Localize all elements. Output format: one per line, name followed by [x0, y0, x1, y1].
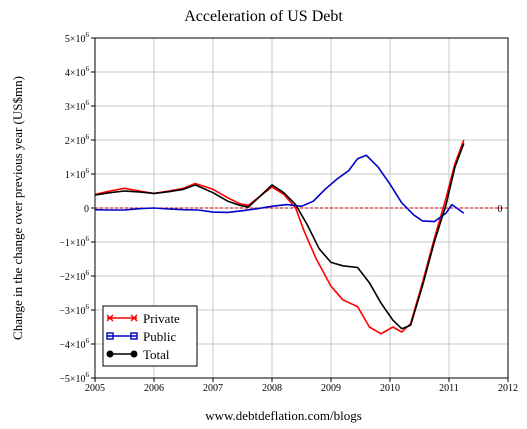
y-tick-label: 2×106: [65, 133, 90, 147]
series-line-total: [95, 143, 465, 330]
y-tick-label: −3×106: [59, 303, 89, 317]
source-url: www.debtdeflation.com/blogs: [205, 408, 362, 423]
series-line-private: [95, 139, 465, 335]
y-tick-label: −4×106: [59, 337, 89, 351]
legend-marker-square: [130, 332, 138, 340]
y-tick-label: 3×106: [65, 99, 90, 113]
legend-label: Total: [143, 347, 170, 362]
x-tick-label: 2007: [203, 383, 223, 394]
chart-title: Acceleration of US Debt: [184, 8, 343, 25]
legend-marker-x: [130, 314, 138, 322]
y-tick-label: 5×106: [65, 31, 90, 45]
x-tick-label: 2011: [439, 383, 459, 394]
x-tick-label: 2006: [144, 383, 164, 394]
x-tick-label: 2009: [321, 383, 341, 394]
legend-marker-dot: [130, 350, 138, 358]
y-tick-label: −2×106: [59, 269, 89, 283]
x-tick-label: 2008: [262, 383, 282, 394]
legend-label: Public: [143, 329, 176, 344]
y-tick-label: −1×106: [59, 235, 89, 249]
y-tick-label: 1×106: [65, 167, 90, 181]
legend-marker-square: [106, 332, 114, 340]
y-tick-label: 4×106: [65, 65, 90, 79]
legend-label: Private: [143, 311, 180, 326]
y-tick-label: 0: [84, 204, 89, 215]
series-line-public: [95, 154, 465, 223]
x-tick-label: 2010: [380, 383, 400, 394]
y-tick-label: −5×106: [59, 371, 89, 385]
legend-marker-dot: [106, 350, 114, 358]
legend-marker-x: [106, 314, 114, 322]
zero-reference-label: 0: [498, 204, 503, 215]
x-tick-label: 2012: [498, 383, 518, 394]
x-tick-label: 2005: [85, 383, 105, 394]
